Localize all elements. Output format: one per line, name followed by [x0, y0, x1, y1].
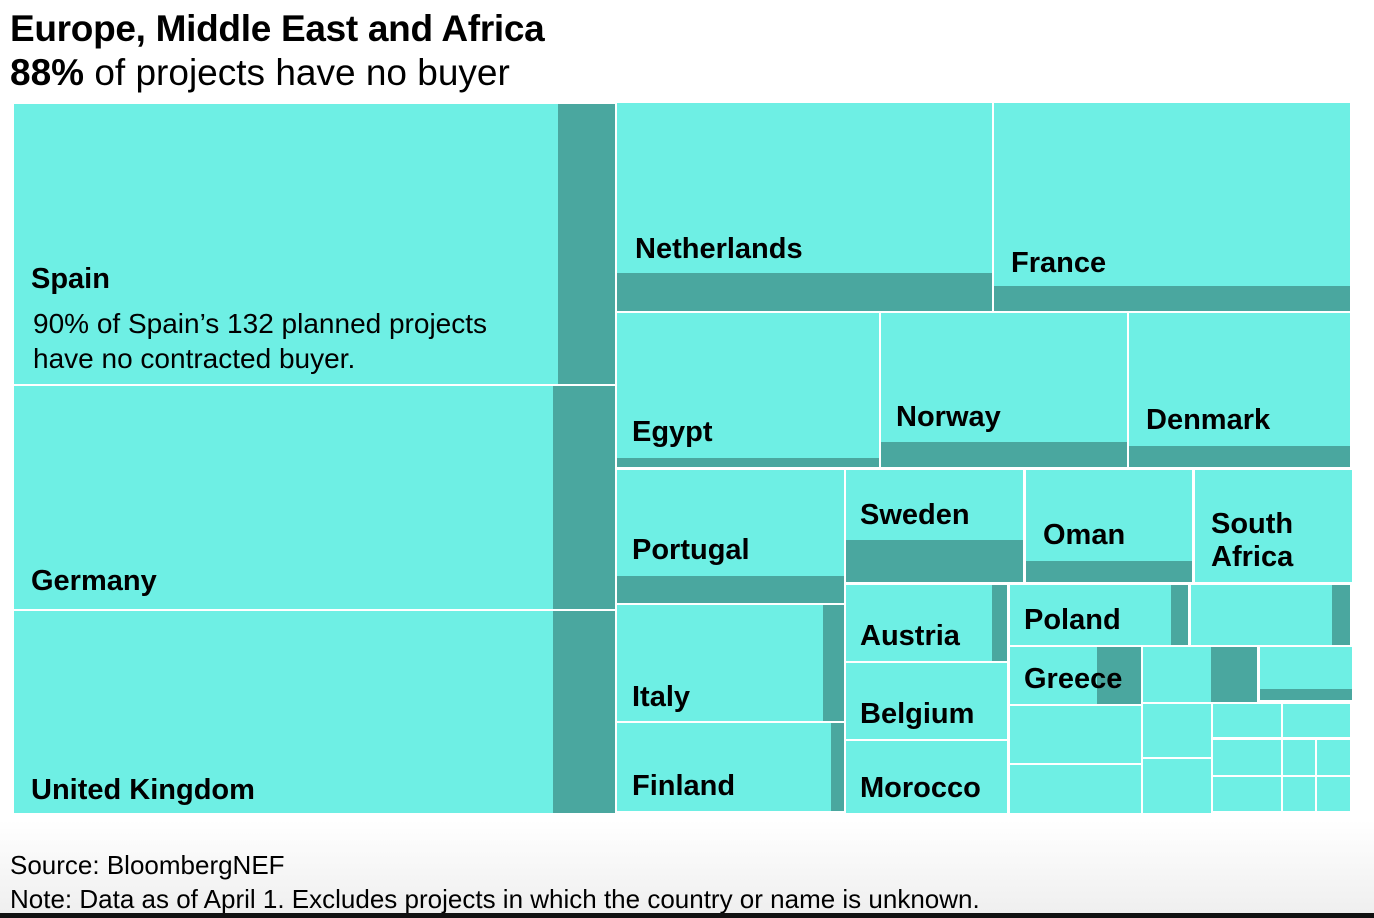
- footer: [0, 820, 1374, 918]
- treemap-cell-unlabeled-31: [1213, 777, 1281, 811]
- contracted-buyer-segment: [1097, 647, 1141, 704]
- treemap-cell-unlabeled-29: [1283, 740, 1315, 775]
- treemap-cell-portugal: [617, 470, 844, 603]
- contracted-buyer-segment: [994, 286, 1350, 311]
- contracted-buyer-segment: [617, 458, 879, 467]
- treemap-cell-austria: [846, 585, 1007, 661]
- country-label: Spain: [31, 263, 110, 295]
- contracted-buyer-segment: [1332, 585, 1350, 645]
- treemap-cell-italy: [617, 605, 844, 721]
- treemap-cell-netherlands: [617, 103, 992, 311]
- treemap-cell-greece: [1010, 647, 1141, 704]
- source-note: Source: BloombergNEF: [10, 850, 285, 880]
- treemap-cell-unlabeled-18: [1191, 585, 1350, 645]
- treemap-cell-unlabeled-20: [1143, 647, 1257, 702]
- spain-annotation: 90% of Spain’s 132 planned projects have…: [33, 308, 488, 374]
- country-label: Belgium: [860, 698, 975, 730]
- contracted-buyer-segment: [1129, 446, 1350, 467]
- treemap-cell-norway: [881, 313, 1127, 467]
- treemap-cell-unlabeled-23: [1010, 765, 1141, 813]
- chart-subtitle: 88% of projects have no buyer: [10, 52, 510, 94]
- treemap-cell-sweden: [846, 470, 1023, 582]
- contracted-buyer-segment: [617, 576, 844, 603]
- country-label: Denmark: [1146, 404, 1271, 436]
- country-label: Italy: [632, 681, 691, 713]
- treemap-cell-unlabeled-24: [1143, 704, 1211, 757]
- treemap-cell-unlabeled-30: [1317, 740, 1350, 775]
- contracted-buyer-segment: [823, 605, 844, 721]
- contracted-buyer-segment: [553, 611, 615, 813]
- treemap-cell-denmark: [1129, 313, 1350, 467]
- country-label: Poland: [1024, 604, 1121, 636]
- treemap-cell-unlabeled-28: [1213, 740, 1281, 775]
- country-label: Austria: [860, 620, 960, 652]
- treemap-cell-unlabeled-33: [1317, 777, 1350, 811]
- country-label: United Kingdom: [31, 774, 255, 806]
- country-label: Sweden: [860, 499, 970, 531]
- country-label: Finland: [632, 770, 736, 802]
- treemap-cell-unlabeled-22: [1010, 706, 1141, 763]
- country-label: Portugal: [632, 534, 750, 566]
- treemap-cell-south-africa: [1195, 470, 1352, 582]
- treemap-cell-unlabeled-26: [1213, 704, 1281, 737]
- treemap-cell-morocco: [846, 741, 1007, 813]
- chart-title: Europe, Middle East and Africa: [10, 8, 545, 49]
- treemap-cell-unlabeled-27: [1283, 704, 1350, 737]
- contracted-buyer-segment: [1026, 561, 1192, 582]
- treemap-cell-unlabeled-25: [1143, 759, 1211, 813]
- country-label: Germany: [31, 565, 157, 597]
- treemap-cell-unlabeled-21: [1260, 647, 1352, 700]
- treemap-cell-finland: [617, 723, 844, 811]
- treemap-cell-belgium: [846, 663, 1007, 739]
- contracted-buyer-segment: [831, 723, 844, 811]
- contracted-buyer-segment: [846, 540, 1023, 582]
- treemap-cell-unlabeled-32: [1283, 777, 1315, 811]
- contracted-buyer-segment: [1211, 647, 1257, 702]
- contracted-buyer-segment: [558, 104, 615, 384]
- contracted-buyer-segment: [553, 386, 615, 609]
- country-label: South Africa: [1211, 508, 1294, 573]
- treemap-cell-united-kingdom: [14, 611, 615, 813]
- country-label: Morocco: [860, 772, 981, 804]
- treemap-cell-egypt: [617, 313, 879, 467]
- treemap-cell-oman: [1026, 470, 1192, 582]
- contracted-buyer-segment: [1260, 689, 1352, 700]
- treemap-cell-france: [994, 103, 1350, 311]
- contracted-buyer-segment: [881, 442, 1127, 467]
- data-note: Note: Data as of April 1. Excludes proje…: [10, 884, 980, 914]
- subtitle-text: of projects have no buyer: [84, 52, 510, 93]
- country-label: Egypt: [632, 416, 713, 448]
- contracted-buyer-segment: [1171, 585, 1188, 645]
- treemap-cell-spain: [14, 104, 615, 384]
- country-label: Oman: [1043, 519, 1126, 551]
- country-label: Greece: [1024, 663, 1123, 695]
- country-label: Netherlands: [635, 233, 803, 265]
- country-label: France: [1011, 247, 1107, 279]
- treemap-cell-poland: [1010, 585, 1188, 645]
- treemap-cell-germany: [14, 386, 615, 609]
- country-label: Norway: [896, 401, 1001, 433]
- bottom-bar: [0, 913, 1374, 918]
- contracted-buyer-segment: [992, 585, 1007, 661]
- contracted-buyer-segment: [617, 273, 992, 311]
- subtitle-highlight: 88%: [10, 52, 85, 93]
